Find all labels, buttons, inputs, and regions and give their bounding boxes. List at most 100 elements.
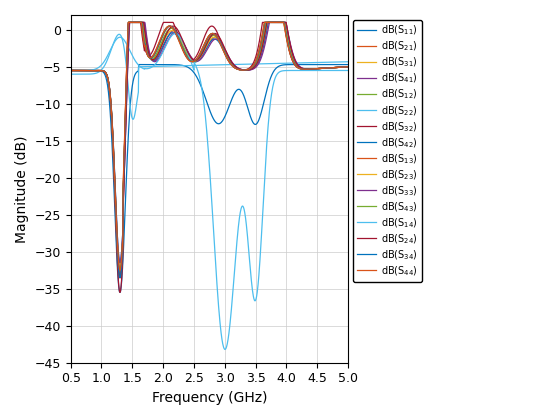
dB(S$_{24}$) [96, 68, 102, 73]
Line: dB(S$_{21}$): dB(S$_{21}$) [71, 22, 348, 278]
dB(S$_{32}$) [125, 20, 132, 25]
dB(S$_{43}$) [96, 68, 102, 73]
dB(S$_{13}$) [180, 47, 186, 52]
dB(S$_{11}$) [180, 63, 186, 68]
dB(S$_{41}$) [284, 29, 291, 34]
dB(S$_{33}$) [96, 68, 102, 73]
dB(S$_{14}$) [258, 230, 265, 235]
dB(S$_{34}$) [96, 68, 102, 73]
dB(S$_{23}$) [125, 20, 132, 25]
dB(S$_{42}$) [116, 260, 123, 265]
dB(S$_{43}$) [284, 36, 291, 41]
dB(S$_{13}$) [67, 68, 74, 73]
dB(S$_{13}$) [289, 57, 296, 62]
dB(S$_{43}$) [190, 59, 197, 64]
dB(S$_{33}$) [180, 40, 186, 45]
dB(S$_{32}$) [67, 68, 74, 73]
dB(S$_{24}$) [126, 20, 133, 25]
dB(S$_{33}$) [258, 54, 265, 59]
dB(S$_{14}$) [67, 68, 74, 73]
dB(S$_{13}$) [125, 20, 132, 25]
dB(S$_{21}$) [344, 64, 351, 69]
dB(S$_{11}$) [96, 68, 102, 73]
dB(S$_{31}$) [96, 68, 102, 73]
dB(S$_{31}$) [190, 59, 197, 64]
dB(S$_{23}$) [96, 68, 102, 73]
dB(S$_{42}$) [284, 35, 291, 40]
Line: dB(S$_{34}$): dB(S$_{34}$) [71, 22, 348, 278]
dB(S$_{43}$) [344, 64, 351, 69]
dB(S$_{44}$) [289, 58, 296, 63]
Line: dB(S$_{33}$): dB(S$_{33}$) [71, 22, 348, 263]
dB(S$_{23}$) [180, 45, 186, 50]
dB(S$_{43}$) [289, 55, 296, 60]
dB(S$_{33}$) [344, 64, 351, 69]
dB(S$_{41}$) [344, 64, 351, 69]
dB(S$_{24}$) [180, 39, 186, 45]
dB(S$_{13}$) [258, 39, 265, 44]
dB(S$_{42}$) [180, 45, 186, 50]
dB(S$_{41}$) [258, 51, 265, 56]
dB(S$_{34}$) [284, 39, 291, 44]
dB(S$_{32}$) [116, 290, 123, 295]
Line: dB(S$_{12}$): dB(S$_{12}$) [71, 22, 348, 278]
dB(S$_{11}$) [344, 62, 351, 67]
dB(S$_{21}$) [96, 68, 102, 73]
dB(S$_{44}$) [67, 68, 74, 73]
dB(S$_{24}$) [67, 68, 74, 73]
dB(S$_{44}$) [284, 40, 291, 45]
dB(S$_{11}$) [116, 290, 123, 295]
Line: dB(S$_{32}$): dB(S$_{32}$) [71, 22, 348, 292]
dB(S$_{42}$) [67, 68, 74, 73]
dB(S$_{31}$) [180, 45, 186, 50]
dB(S$_{12}$) [289, 58, 296, 63]
dB(S$_{11}$) [67, 68, 74, 73]
dB(S$_{12}$) [67, 68, 74, 73]
dB(S$_{21}$) [67, 68, 74, 73]
dB(S$_{32}$) [180, 48, 186, 53]
dB(S$_{22}$) [116, 32, 123, 37]
dB(S$_{43}$) [258, 43, 265, 48]
dB(S$_{24}$) [258, 47, 265, 52]
dB(S$_{13}$) [96, 68, 102, 73]
dB(S$_{23}$) [190, 59, 197, 64]
dB(S$_{32}$) [289, 58, 296, 63]
Line: dB(S$_{14}$): dB(S$_{14}$) [71, 34, 348, 349]
dB(S$_{33}$) [116, 260, 123, 265]
dB(S$_{14}$) [180, 40, 186, 45]
dB(S$_{34}$) [67, 68, 74, 73]
dB(S$_{13}$) [190, 59, 197, 64]
dB(S$_{41}$) [289, 51, 296, 56]
Line: dB(S$_{11}$): dB(S$_{11}$) [71, 65, 348, 292]
Line: dB(S$_{41}$): dB(S$_{41}$) [71, 22, 348, 270]
dB(S$_{23}$) [116, 268, 123, 273]
Line: dB(S$_{31}$): dB(S$_{31}$) [71, 22, 348, 278]
dB(S$_{33}$) [289, 50, 296, 55]
dB(S$_{44}$) [96, 68, 102, 73]
dB(S$_{42}$) [96, 68, 102, 73]
dB(S$_{33}$) [284, 27, 291, 32]
Line: dB(S$_{24}$): dB(S$_{24}$) [71, 22, 348, 278]
dB(S$_{33}$) [190, 57, 197, 62]
dB(S$_{11}$) [190, 69, 197, 74]
dB(S$_{21}$) [180, 49, 186, 54]
dB(S$_{41}$) [190, 58, 197, 63]
dB(S$_{43}$) [180, 46, 186, 51]
dB(S$_{22}$) [344, 59, 351, 64]
dB(S$_{22}$) [258, 61, 265, 66]
Legend: dB(S$_{11}$), dB(S$_{21}$), dB(S$_{31}$), dB(S$_{41}$), dB(S$_{12}$), dB(S$_{22}: dB(S$_{11}$), dB(S$_{21}$), dB(S$_{31}$)… [353, 20, 422, 282]
dB(S$_{21}$) [116, 275, 123, 280]
dB(S$_{32}$) [258, 25, 265, 30]
dB(S$_{44}$) [116, 268, 123, 273]
dB(S$_{31}$) [284, 35, 291, 40]
dB(S$_{13}$) [344, 64, 351, 69]
dB(S$_{31}$) [344, 64, 351, 69]
dB(S$_{12}$) [190, 59, 197, 64]
dB(S$_{23}$) [258, 47, 265, 52]
dB(S$_{34}$) [190, 59, 197, 64]
dB(S$_{41}$) [96, 68, 102, 73]
dB(S$_{32}$) [284, 39, 291, 44]
dB(S$_{21}$) [125, 20, 132, 25]
dB(S$_{13}$) [284, 38, 291, 43]
dB(S$_{44}$) [190, 59, 197, 64]
